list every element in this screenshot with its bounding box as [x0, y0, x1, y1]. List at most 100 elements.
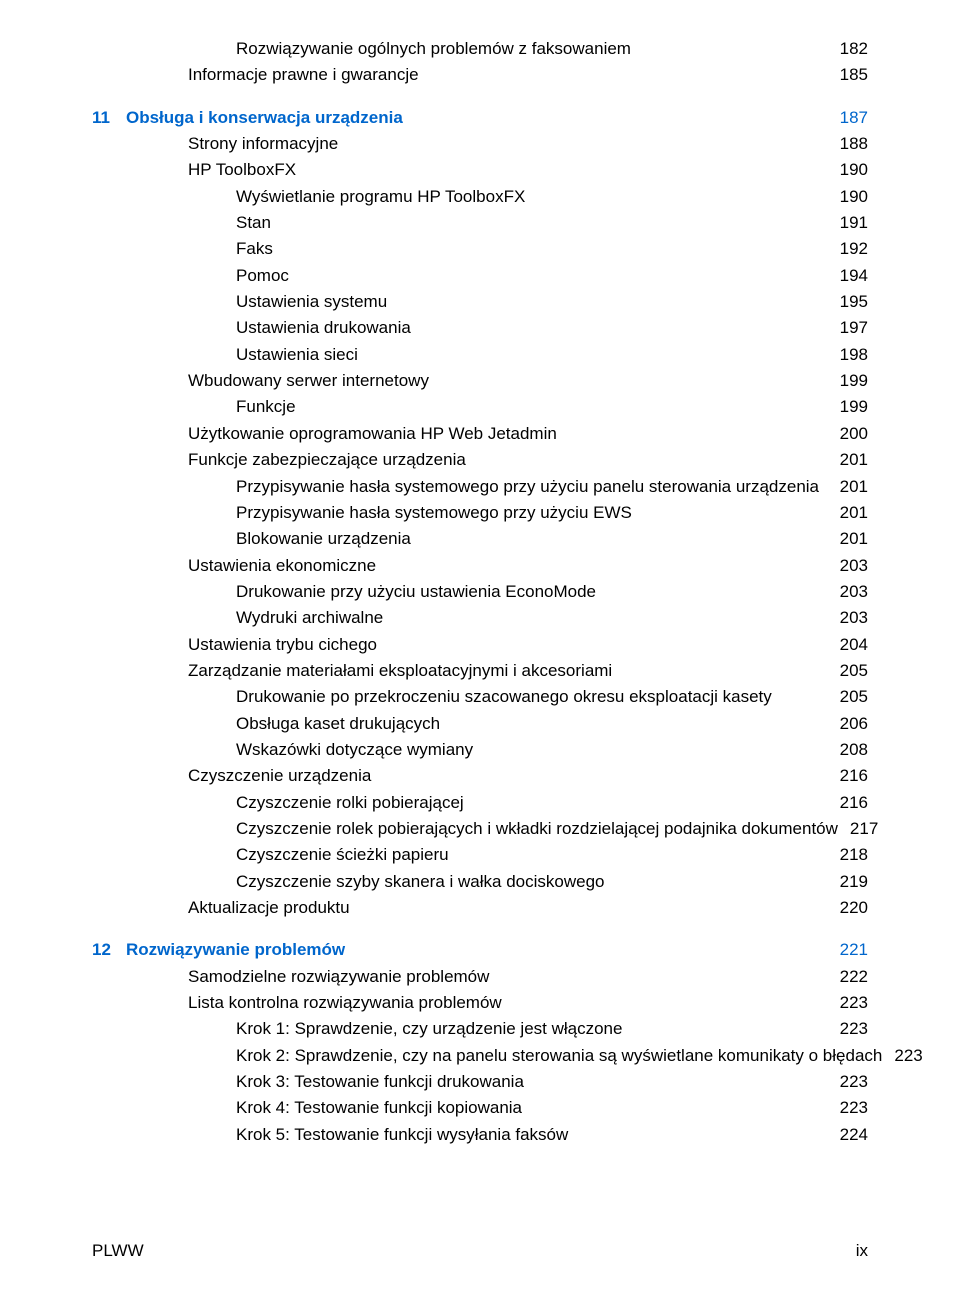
footer-left: PLWW	[92, 1238, 144, 1264]
toc-entry-text: Wskazówki dotyczące wymiany	[236, 737, 473, 763]
toc-entry-page: 223	[836, 990, 868, 1016]
toc-entry[interactable]: Czyszczenie rolki pobierającej216	[92, 790, 868, 816]
toc-entry-page: 194	[836, 263, 868, 289]
toc-entry[interactable]: Funkcje199	[92, 394, 868, 420]
toc-entry[interactable]: Faks192	[92, 236, 868, 262]
toc-entry[interactable]: Stan191	[92, 210, 868, 236]
toc-entry[interactable]: Przypisywanie hasła systemowego przy uży…	[92, 500, 868, 526]
toc-entry-page: 203	[836, 579, 868, 605]
toc-entry-text: 12Rozwiązywanie problemów	[92, 937, 345, 963]
toc-entry-text: Ustawienia ekonomiczne	[188, 553, 376, 579]
toc-entry[interactable]: Krok 2: Sprawdzenie, czy na panelu stero…	[92, 1043, 868, 1069]
toc-entry-text: Pomoc	[236, 263, 289, 289]
toc-entry-page: 201	[836, 500, 868, 526]
toc-entry[interactable]: Wbudowany serwer internetowy199	[92, 368, 868, 394]
toc-entry[interactable]: Ustawienia sieci 198	[92, 342, 868, 368]
toc-entry-text: Obsługa kaset drukujących	[236, 711, 440, 737]
toc-chapter[interactable]: 11Obsługa i konserwacja urządzenia187	[92, 105, 868, 131]
toc-entry-text: Strony informacyjne	[188, 131, 338, 157]
toc-entry[interactable]: Blokowanie urządzenia 201	[92, 526, 868, 552]
toc-entry-text: Czyszczenie ścieżki papieru	[236, 842, 449, 868]
toc-entry[interactable]: Przypisywanie hasła systemowego przy uży…	[92, 474, 868, 500]
toc-entry[interactable]: Ustawienia systemu195	[92, 289, 868, 315]
toc-entry[interactable]: Wskazówki dotyczące wymiany 208	[92, 737, 868, 763]
toc-entry-page: 205	[836, 684, 868, 710]
toc-entry[interactable]: Aktualizacje produktu 220	[92, 895, 868, 921]
toc-entry-text: Wbudowany serwer internetowy	[188, 368, 429, 394]
toc-entry-page: 223	[890, 1043, 922, 1069]
toc-entry[interactable]: Czyszczenie rolek pobierających i wkładk…	[92, 816, 868, 842]
toc-entry-text: Informacje prawne i gwarancje	[188, 62, 419, 88]
toc-entry-page: 222	[836, 964, 868, 990]
table-of-contents: Rozwiązywanie ogólnych problemów z fakso…	[92, 36, 868, 1148]
toc-entry[interactable]: Drukowanie przy użyciu ustawienia EconoM…	[92, 579, 868, 605]
toc-entry[interactable]: Krok 5: Testowanie funkcji wysyłania fak…	[92, 1122, 868, 1148]
toc-entry-page: 198	[836, 342, 868, 368]
toc-entry[interactable]: Krok 3: Testowanie funkcji drukowania223	[92, 1069, 868, 1095]
toc-entry-page: 188	[836, 131, 868, 157]
toc-entry-text: Użytkowanie oprogramowania HP Web Jetadm…	[188, 421, 557, 447]
toc-entry-text: Przypisywanie hasła systemowego przy uży…	[236, 500, 632, 526]
toc-entry-page: 221	[836, 937, 868, 963]
toc-entry-text: Zarządzanie materiałami eksploatacyjnymi…	[188, 658, 612, 684]
toc-entry-text: Czyszczenie rolki pobierającej	[236, 790, 464, 816]
toc-entry[interactable]: Ustawienia trybu cichego204	[92, 632, 868, 658]
toc-entry-page: 191	[836, 210, 868, 236]
toc-entry[interactable]: Rozwiązywanie ogólnych problemów z fakso…	[92, 36, 868, 62]
toc-entry-page: 205	[836, 658, 868, 684]
toc-entry-text: Ustawienia drukowania	[236, 315, 411, 341]
toc-entry-text: Ustawienia trybu cichego	[188, 632, 377, 658]
toc-entry-text: Czyszczenie rolek pobierających i wkładk…	[236, 816, 838, 842]
toc-entry[interactable]: Ustawienia ekonomiczne203	[92, 553, 868, 579]
footer-right: ix	[856, 1238, 868, 1264]
toc-entry-page: 203	[836, 605, 868, 631]
toc-entry-text: Ustawienia systemu	[236, 289, 387, 315]
toc-entry-text: Blokowanie urządzenia	[236, 526, 411, 552]
toc-entry-text: Aktualizacje produktu	[188, 895, 350, 921]
toc-entry[interactable]: Funkcje zabezpieczające urządzenia201	[92, 447, 868, 473]
toc-entry[interactable]: Samodzielne rozwiązywanie problemów222	[92, 964, 868, 990]
toc-entry[interactable]: Wydruki archiwalne 203	[92, 605, 868, 631]
toc-entry[interactable]: Użytkowanie oprogramowania HP Web Jetadm…	[92, 421, 868, 447]
toc-entry[interactable]: Drukowanie po przekroczeniu szacowanego …	[92, 684, 868, 710]
toc-entry[interactable]: Czyszczenie ścieżki papieru218	[92, 842, 868, 868]
toc-gap	[92, 921, 868, 937]
toc-entry-text: Lista kontrolna rozwiązywania problemów	[188, 990, 502, 1016]
toc-entry[interactable]: Wyświetlanie programu HP ToolboxFX190	[92, 184, 868, 210]
toc-entry-page: 217	[846, 816, 878, 842]
toc-entry[interactable]: Krok 4: Testowanie funkcji kopiowania223	[92, 1095, 868, 1121]
toc-entry[interactable]: Zarządzanie materiałami eksploatacyjnymi…	[92, 658, 868, 684]
toc-entry-text: Krok 1: Sprawdzenie, czy urządzenie jest…	[236, 1016, 622, 1042]
toc-entry-text: Krok 3: Testowanie funkcji drukowania	[236, 1069, 524, 1095]
toc-entry-page: 187	[836, 105, 868, 131]
toc-entry[interactable]: Obsługa kaset drukujących206	[92, 711, 868, 737]
toc-entry-text: Czyszczenie urządzenia	[188, 763, 371, 789]
toc-entry-page: 223	[836, 1016, 868, 1042]
toc-gap	[92, 89, 868, 105]
toc-entry[interactable]: Ustawienia drukowania197	[92, 315, 868, 341]
toc-entry-text: Wydruki archiwalne	[236, 605, 383, 631]
toc-entry-page: 199	[836, 394, 868, 420]
toc-entry[interactable]: HP ToolboxFX190	[92, 157, 868, 183]
toc-entry[interactable]: Pomoc 194	[92, 263, 868, 289]
toc-entry-page: 190	[836, 184, 868, 210]
toc-chapter-title: Obsługa i konserwacja urządzenia	[126, 108, 403, 127]
toc-entry-page: 224	[836, 1122, 868, 1148]
toc-entry-page: 208	[836, 737, 868, 763]
toc-entry-page: 185	[836, 62, 868, 88]
toc-entry[interactable]: Lista kontrolna rozwiązywania problemów 2…	[92, 990, 868, 1016]
toc-entry-text: Przypisywanie hasła systemowego przy uży…	[236, 474, 819, 500]
toc-entry[interactable]: Czyszczenie urządzenia216	[92, 763, 868, 789]
toc-chapter[interactable]: 12Rozwiązywanie problemów 221	[92, 937, 868, 963]
toc-entry-page: 201	[836, 526, 868, 552]
toc-entry[interactable]: Krok 1: Sprawdzenie, czy urządzenie jest…	[92, 1016, 868, 1042]
toc-entry-page: 220	[836, 895, 868, 921]
toc-entry[interactable]: Czyszczenie szyby skanera i wałka docisk…	[92, 869, 868, 895]
toc-entry-text: Ustawienia sieci	[236, 342, 358, 368]
toc-entry-text: Czyszczenie szyby skanera i wałka docisk…	[236, 869, 605, 895]
toc-entry-page: 190	[836, 157, 868, 183]
toc-entry-text: Krok 5: Testowanie funkcji wysyłania fak…	[236, 1122, 568, 1148]
toc-entry[interactable]: Strony informacyjne 188	[92, 131, 868, 157]
toc-entry-text: Funkcje zabezpieczające urządzenia	[188, 447, 466, 473]
toc-entry[interactable]: Informacje prawne i gwarancje 185	[92, 62, 868, 88]
